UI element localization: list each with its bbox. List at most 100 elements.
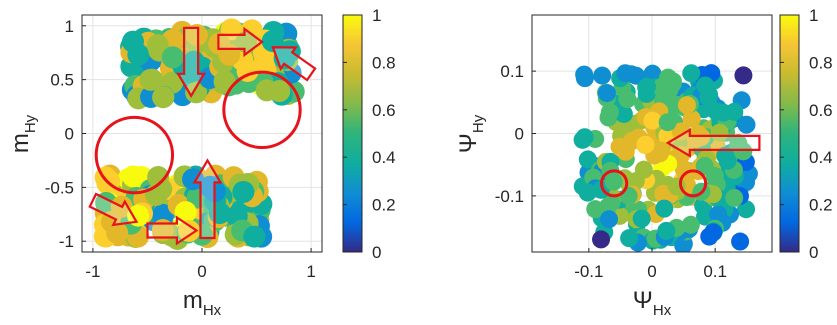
right-scatter-point xyxy=(592,230,611,249)
left-colorbar-tick-label: 0.4 xyxy=(372,148,396,167)
right-scatter-point xyxy=(725,188,744,207)
left-colorbar-tick-label: 0.2 xyxy=(372,196,396,215)
right-panel: -0.1 0 0.1 0.1 0 -0.1 ΨHx ΨHy 1 0.8 0.6 0.4 0.2 0 xyxy=(455,6,833,319)
right-scatter-point xyxy=(575,128,594,147)
right-scatter-point xyxy=(600,210,619,229)
right-colorbar-tick-label: 1 xyxy=(809,6,818,25)
right-scatter-point xyxy=(575,65,594,84)
right-annotation-arrow xyxy=(665,127,761,158)
left-colorbar-tick-label: 0.8 xyxy=(372,53,396,72)
left-ylabel: mHy xyxy=(7,114,39,153)
left-scatter-point xyxy=(146,34,169,57)
right-scatter-point xyxy=(658,113,677,132)
left-annotations xyxy=(88,26,317,246)
left-scatter-point xyxy=(255,79,278,102)
left-scatter-point xyxy=(152,86,175,109)
left-xticks: -1 0 1 xyxy=(85,248,316,281)
left-scatter-point xyxy=(213,70,236,93)
left-scatter-point xyxy=(232,180,255,203)
left-annotation-circle xyxy=(94,115,175,195)
right-scatter-point xyxy=(578,183,597,202)
right-scatter-point xyxy=(636,135,655,154)
right-scatter-point xyxy=(620,229,639,248)
right-scatter-point xyxy=(634,160,653,179)
right-scatter-point xyxy=(737,115,756,134)
right-scatter-point xyxy=(700,227,719,246)
right-scatter-point xyxy=(695,156,714,175)
right-scatter-point xyxy=(734,142,753,161)
right-colorbar-tick-label: 0.6 xyxy=(809,101,833,120)
left-colorbar-tick-label: 0 xyxy=(372,243,381,262)
left-scatter-point xyxy=(174,201,197,224)
right-scatter-point xyxy=(600,103,619,122)
left-ytick-label: 0 xyxy=(65,125,74,144)
left-annotation-arrow xyxy=(217,26,264,58)
left-ytick-label: 1 xyxy=(65,17,74,36)
right-colorbar-tick-label: 0.8 xyxy=(809,53,833,72)
right-scatter-point xyxy=(734,66,753,85)
right-points xyxy=(573,64,758,252)
left-scatter-point xyxy=(235,31,258,54)
left-scatter-point xyxy=(139,68,162,91)
left-ytick-label: -1 xyxy=(59,232,74,251)
left-annotation-arrow xyxy=(271,46,317,82)
right-scatter-point xyxy=(578,150,597,169)
left-xlabel: mHx xyxy=(183,287,222,319)
right-colorbar-tick-label: 0.4 xyxy=(809,148,833,167)
left-colorbar-tick-label: 1 xyxy=(372,6,381,25)
left-scatter-point xyxy=(121,30,144,53)
right-scatter-point xyxy=(659,70,678,89)
right-scatter-point xyxy=(638,77,657,96)
left-annotation-arrow xyxy=(176,26,207,98)
left-scatter-point xyxy=(185,23,208,46)
right-scatter-point xyxy=(671,122,690,141)
left-xtick-label: 1 xyxy=(306,262,315,281)
left-annotation-arrow xyxy=(146,215,199,246)
right-annotation-circle xyxy=(599,169,629,198)
right-ytick-label: -0.1 xyxy=(495,187,524,206)
right-scatter-point xyxy=(593,66,612,85)
right-ylabel: ΨHy xyxy=(455,114,487,153)
left-colorbar-ticks: 1 0.8 0.6 0.4 0.2 0 xyxy=(343,6,396,262)
left-scatter-point xyxy=(182,50,205,73)
right-scatter-point xyxy=(725,102,744,121)
right-scatter-point xyxy=(677,96,696,115)
left-colorbar-tick-label: 0.6 xyxy=(372,101,396,120)
right-xtick-label: 0.1 xyxy=(703,262,727,281)
right-scatter-point xyxy=(731,232,750,251)
left-annotation-arrow xyxy=(88,192,139,227)
right-scatter-point xyxy=(616,64,635,83)
right-scatter-point xyxy=(710,123,729,142)
right-scatter-point xyxy=(655,199,674,218)
right-xtick-label: 0 xyxy=(647,262,656,281)
right-scatter-point xyxy=(699,88,718,107)
right-ytick-label: 0 xyxy=(515,125,524,144)
left-scatter-point xyxy=(127,204,150,227)
right-annotations xyxy=(599,127,761,198)
right-scatter-point xyxy=(614,104,633,123)
left-ytick-label: 0.5 xyxy=(50,71,74,90)
right-scatter-point xyxy=(632,209,651,228)
right-scatter-point xyxy=(619,186,638,205)
right-scatter-point xyxy=(597,84,616,103)
right-scatter-point xyxy=(681,215,700,234)
left-scatter-point xyxy=(122,165,145,188)
right-scatter-point xyxy=(657,221,676,240)
left-panel: -1 0 1 1 0.5 0 -0.5 -1 mHx mHy 1 0.8 0.6 0.4 0.2 0 xyxy=(7,6,396,319)
left-yticks: 1 0.5 0 -0.5 -1 xyxy=(45,17,86,251)
right-scatter-point xyxy=(643,111,662,130)
left-xtick-label: -1 xyxy=(85,262,100,281)
left-colorbar xyxy=(342,14,363,253)
left-scatter-point xyxy=(161,46,184,69)
right-xticks: -0.1 0 0.1 xyxy=(574,248,727,281)
right-annotation-circle xyxy=(678,169,708,198)
right-scatter-point xyxy=(682,64,701,83)
right-scatter-point xyxy=(682,109,701,128)
right-xlabel: ΨHx xyxy=(633,287,672,319)
right-colorbar-ticks: 1 0.8 0.6 0.4 0.2 0 xyxy=(780,6,833,262)
left-scatter-point xyxy=(178,219,201,242)
left-scatter-point xyxy=(243,225,266,248)
right-colorbar-tick-label: 0 xyxy=(809,243,818,262)
right-xtick-label: -0.1 xyxy=(574,262,603,281)
right-scatter-point xyxy=(718,151,737,170)
